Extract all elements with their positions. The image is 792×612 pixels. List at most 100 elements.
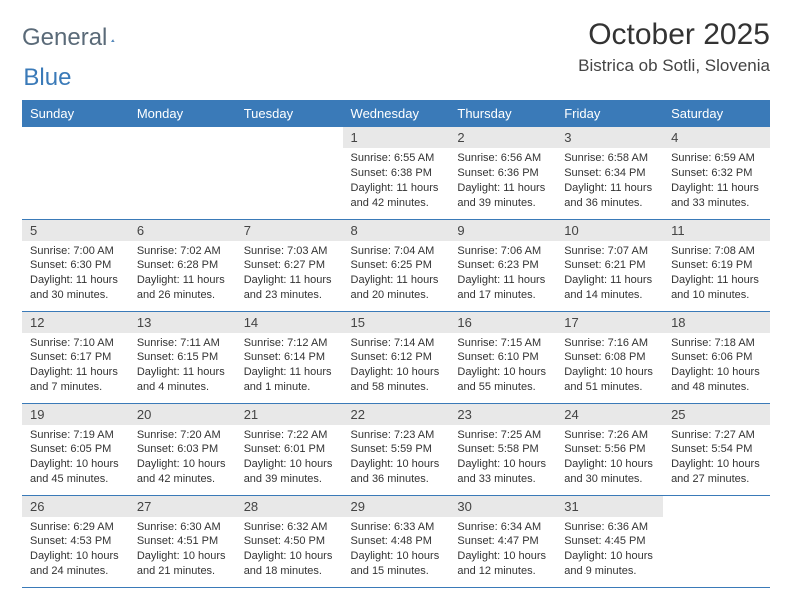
daylight-line: Daylight: 10 hours and 33 minutes. [457,457,548,487]
sunrise-line: Sunrise: 7:19 AM [30,428,121,443]
day-cell [129,127,236,219]
day-number: 16 [449,312,556,333]
day-header: Thursday [449,100,556,127]
calendar-table: SundayMondayTuesdayWednesdayThursdayFrid… [22,100,770,588]
sunset-line: Sunset: 4:50 PM [244,534,335,549]
day-content: Sunrise: 7:20 AMSunset: 6:03 PMDaylight:… [129,425,236,491]
day-number: 25 [663,404,770,425]
daylight-line: Daylight: 10 hours and 42 minutes. [137,457,228,487]
sunset-line: Sunset: 6:32 PM [671,166,762,181]
location: Bistrica ob Sotli, Slovenia [578,56,770,76]
day-content: Sunrise: 6:30 AMSunset: 4:51 PMDaylight:… [129,517,236,583]
day-content: Sunrise: 7:27 AMSunset: 5:54 PMDaylight:… [663,425,770,491]
sunrise-line: Sunrise: 7:23 AM [351,428,442,443]
day-cell [236,127,343,219]
week-row: 12Sunrise: 7:10 AMSunset: 6:17 PMDayligh… [22,311,770,403]
sunset-line: Sunset: 5:59 PM [351,442,442,457]
day-cell: 2Sunrise: 6:56 AMSunset: 6:36 PMDaylight… [449,127,556,219]
day-cell: 7Sunrise: 7:03 AMSunset: 6:27 PMDaylight… [236,219,343,311]
day-cell: 24Sunrise: 7:26 AMSunset: 5:56 PMDayligh… [556,403,663,495]
daylight-line: Daylight: 11 hours and 17 minutes. [457,273,548,303]
sunrise-line: Sunrise: 7:26 AM [564,428,655,443]
day-number: 27 [129,496,236,517]
day-content: Sunrise: 7:08 AMSunset: 6:19 PMDaylight:… [663,241,770,307]
sunset-line: Sunset: 6:19 PM [671,258,762,273]
sunrise-line: Sunrise: 7:25 AM [457,428,548,443]
day-content: Sunrise: 6:29 AMSunset: 4:53 PMDaylight:… [22,517,129,583]
day-number: 31 [556,496,663,517]
sunrise-line: Sunrise: 7:00 AM [30,244,121,259]
day-cell: 8Sunrise: 7:04 AMSunset: 6:25 PMDaylight… [343,219,450,311]
sunset-line: Sunset: 4:48 PM [351,534,442,549]
sunrise-line: Sunrise: 7:10 AM [30,336,121,351]
day-content: Sunrise: 6:55 AMSunset: 6:38 PMDaylight:… [343,148,450,214]
day-content: Sunrise: 7:23 AMSunset: 5:59 PMDaylight:… [343,425,450,491]
sunset-line: Sunset: 6:10 PM [457,350,548,365]
day-content: Sunrise: 7:12 AMSunset: 6:14 PMDaylight:… [236,333,343,399]
day-number: 26 [22,496,129,517]
logo-triangle-icon [111,29,115,47]
day-header: Friday [556,100,663,127]
daylight-line: Daylight: 10 hours and 51 minutes. [564,365,655,395]
day-number: 14 [236,312,343,333]
sunset-line: Sunset: 6:38 PM [351,166,442,181]
day-header: Monday [129,100,236,127]
day-content: Sunrise: 6:36 AMSunset: 4:45 PMDaylight:… [556,517,663,583]
day-cell: 9Sunrise: 7:06 AMSunset: 6:23 PMDaylight… [449,219,556,311]
day-cell: 11Sunrise: 7:08 AMSunset: 6:19 PMDayligh… [663,219,770,311]
day-content: Sunrise: 6:34 AMSunset: 4:47 PMDaylight:… [449,517,556,583]
day-number: 24 [556,404,663,425]
sunset-line: Sunset: 5:56 PM [564,442,655,457]
sunset-line: Sunset: 6:34 PM [564,166,655,181]
sunset-line: Sunset: 4:53 PM [30,534,121,549]
day-cell: 13Sunrise: 7:11 AMSunset: 6:15 PMDayligh… [129,311,236,403]
daylight-line: Daylight: 10 hours and 12 minutes. [457,549,548,579]
sunset-line: Sunset: 6:14 PM [244,350,335,365]
daylight-line: Daylight: 10 hours and 18 minutes. [244,549,335,579]
day-cell: 18Sunrise: 7:18 AMSunset: 6:06 PMDayligh… [663,311,770,403]
day-number: 17 [556,312,663,333]
daylight-line: Daylight: 10 hours and 45 minutes. [30,457,121,487]
sunrise-line: Sunrise: 6:36 AM [564,520,655,535]
daylight-line: Daylight: 11 hours and 30 minutes. [30,273,121,303]
sunset-line: Sunset: 6:21 PM [564,258,655,273]
day-cell: 29Sunrise: 6:33 AMSunset: 4:48 PMDayligh… [343,495,450,587]
day-number: 23 [449,404,556,425]
sunrise-line: Sunrise: 6:34 AM [457,520,548,535]
sunset-line: Sunset: 6:17 PM [30,350,121,365]
sunset-line: Sunset: 6:06 PM [671,350,762,365]
sunrise-line: Sunrise: 6:56 AM [457,151,548,166]
sunrise-line: Sunrise: 7:02 AM [137,244,228,259]
calendar-head: SundayMondayTuesdayWednesdayThursdayFrid… [22,100,770,127]
day-cell: 28Sunrise: 6:32 AMSunset: 4:50 PMDayligh… [236,495,343,587]
daylight-line: Daylight: 11 hours and 1 minute. [244,365,335,395]
sunset-line: Sunset: 4:45 PM [564,534,655,549]
day-number: 2 [449,127,556,148]
sunrise-line: Sunrise: 7:15 AM [457,336,548,351]
daylight-line: Daylight: 10 hours and 27 minutes. [671,457,762,487]
month-title: October 2025 [578,18,770,52]
day-cell: 25Sunrise: 7:27 AMSunset: 5:54 PMDayligh… [663,403,770,495]
sunset-line: Sunset: 6:28 PM [137,258,228,273]
sunrise-line: Sunrise: 7:18 AM [671,336,762,351]
sunrise-line: Sunrise: 7:06 AM [457,244,548,259]
day-content: Sunrise: 7:18 AMSunset: 6:06 PMDaylight:… [663,333,770,399]
day-number: 1 [343,127,450,148]
day-cell: 26Sunrise: 6:29 AMSunset: 4:53 PMDayligh… [22,495,129,587]
week-row: 5Sunrise: 7:00 AMSunset: 6:30 PMDaylight… [22,219,770,311]
daylight-line: Daylight: 10 hours and 58 minutes. [351,365,442,395]
sunset-line: Sunset: 6:27 PM [244,258,335,273]
sunset-line: Sunset: 5:54 PM [671,442,762,457]
day-number: 11 [663,220,770,241]
day-content: Sunrise: 7:22 AMSunset: 6:01 PMDaylight:… [236,425,343,491]
day-header-row: SundayMondayTuesdayWednesdayThursdayFrid… [22,100,770,127]
day-number: 20 [129,404,236,425]
daylight-line: Daylight: 10 hours and 24 minutes. [30,549,121,579]
sunrise-line: Sunrise: 6:30 AM [137,520,228,535]
day-number: 3 [556,127,663,148]
sunset-line: Sunset: 6:23 PM [457,258,548,273]
daylight-line: Daylight: 11 hours and 36 minutes. [564,181,655,211]
sunset-line: Sunset: 6:03 PM [137,442,228,457]
sunset-line: Sunset: 6:15 PM [137,350,228,365]
day-number: 13 [129,312,236,333]
